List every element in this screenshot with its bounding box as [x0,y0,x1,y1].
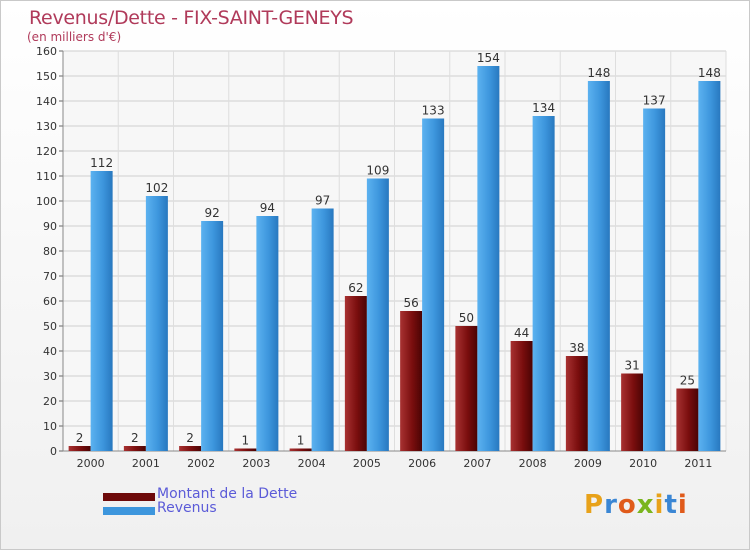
y-tick-label: 100 [36,195,57,208]
x-tick-label: 2005 [353,457,381,470]
data-label-dette: 31 [624,359,639,373]
chart-subtitle: (en milliers d'€) [27,30,122,44]
bar-dette [179,446,202,451]
bar-dette [123,446,146,451]
x-tick-label: 2007 [463,457,491,470]
y-tick-label: 40 [43,345,57,358]
data-label-dette: 1 [242,434,250,448]
logo-letter: r [604,490,618,520]
logo-letter: i [677,490,688,520]
data-label-revenus: 137 [643,94,666,108]
bar-revenus [532,116,555,451]
logo-letter: x [636,490,655,520]
proxiti-logo: Proxiti [584,490,688,520]
bar-dette [455,326,478,451]
bar-revenus [643,108,666,451]
bar-revenus [587,81,610,451]
y-tick-label: 70 [43,270,57,283]
data-label-dette: 2 [186,431,194,445]
bar-revenus [201,221,224,451]
y-tick-label: 0 [50,445,57,458]
y-tick-label: 30 [43,370,57,383]
bar-dette [565,356,588,451]
x-tick-label: 2000 [77,457,105,470]
data-label-dette: 50 [459,311,474,325]
data-label-dette: 1 [297,434,305,448]
data-label-dette: 62 [348,281,363,295]
grid-layer [59,50,727,452]
data-label-revenus: 94 [260,201,275,215]
y-tick-label: 120 [36,145,57,158]
data-label-dette: 44 [514,326,529,340]
data-label-revenus: 154 [477,51,500,65]
x-tick-label: 2003 [242,457,270,470]
data-label-dette: 56 [403,296,418,310]
legend-label-revenus: Revenus [157,500,217,516]
data-label-revenus: 109 [366,164,389,178]
data-label-dette: 2 [131,431,139,445]
legend-label-debt: Montant de la Dette [157,486,298,502]
bar-revenus [90,171,113,451]
x-tick-label: 2011 [684,457,712,470]
y-tick-label: 150 [36,70,57,83]
logo-letter: P [584,490,605,520]
x-tick-label: 2010 [629,457,657,470]
y-tick-label: 140 [36,95,57,108]
data-label-dette: 38 [569,341,584,355]
bar-dette [234,448,257,451]
data-label-revenus: 97 [315,194,330,208]
logo-letter: t [664,490,678,520]
x-tick-label: 2001 [132,457,160,470]
bars-layer [68,66,721,451]
data-label-revenus: 148 [587,66,610,80]
bar-dette [289,448,312,451]
data-label-revenus: 148 [698,66,721,80]
data-label-dette: 2 [76,431,84,445]
y-tick-label: 10 [43,420,57,433]
labels-layer: 0102030405060708090100110120130140150160… [36,45,721,470]
bar-dette [68,446,91,451]
bar-revenus [477,66,500,451]
x-tick-label: 2008 [519,457,547,470]
y-tick-label: 80 [43,245,57,258]
y-tick-label: 130 [36,120,57,133]
legend-swatch-revenus [103,507,155,515]
legend-swatch-debt [103,493,155,501]
bar-dette [400,311,423,451]
bar-revenus [698,81,721,451]
y-tick-label: 60 [43,295,57,308]
logo-letter: i [654,490,665,520]
bar-revenus [366,178,389,451]
bar-dette [344,296,367,451]
x-tick-label: 2002 [187,457,215,470]
data-label-revenus: 112 [90,156,113,170]
data-label-revenus: 102 [145,181,168,195]
chart-title: Revenus/Dette - FIX-SAINT-GENEYS [29,7,354,29]
bar-dette [510,341,533,451]
x-tick-label: 2004 [298,457,326,470]
bar-dette [621,373,644,451]
x-tick-label: 2009 [574,457,602,470]
bar-revenus [145,196,168,451]
bar-revenus [311,208,334,451]
data-label-revenus: 92 [204,206,219,220]
y-tick-label: 110 [36,170,57,183]
y-tick-label: 160 [36,45,57,58]
bar-dette [676,388,699,451]
data-label-dette: 25 [680,374,695,388]
x-tick-label: 2006 [408,457,436,470]
y-tick-label: 50 [43,320,57,333]
bar-revenus [256,216,279,451]
y-tick-label: 90 [43,220,57,233]
data-label-revenus: 133 [422,104,445,118]
data-label-revenus: 134 [532,101,555,115]
bar-revenus [422,118,445,451]
logo-letter: o [617,490,637,520]
y-tick-label: 20 [43,395,57,408]
